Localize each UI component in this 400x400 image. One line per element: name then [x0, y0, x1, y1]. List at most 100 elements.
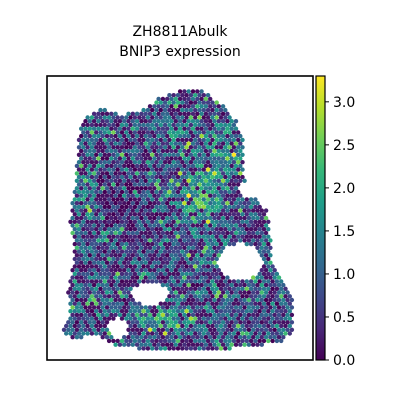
expression-spot — [242, 201, 247, 206]
expression-spot — [68, 323, 73, 329]
expression-spot — [210, 279, 215, 284]
expression-spot — [223, 234, 228, 239]
expression-spot — [167, 346, 172, 351]
expression-spot — [210, 174, 215, 180]
expression-spot — [102, 130, 108, 135]
expression-spot — [184, 93, 189, 98]
expression-spot — [208, 223, 213, 228]
expression-spot — [85, 160, 90, 165]
expression-spot — [203, 305, 209, 310]
expression-spot — [91, 133, 97, 139]
expression-spot — [193, 219, 198, 224]
expression-spot — [128, 152, 133, 157]
expression-spot — [218, 323, 224, 329]
expression-spot — [227, 212, 232, 217]
expression-spot — [186, 119, 191, 124]
expression-spot — [201, 212, 206, 217]
expression-spot — [248, 331, 254, 336]
expression-spot — [156, 186, 161, 191]
expression-spot — [171, 309, 176, 314]
expression-spot — [180, 271, 185, 277]
expression-spot — [89, 279, 95, 284]
expression-spot — [231, 219, 237, 224]
expression-spot — [220, 201, 226, 206]
expression-spot — [248, 219, 254, 224]
expression-spot — [98, 241, 103, 247]
expression-spot — [216, 290, 221, 295]
expression-spot — [83, 290, 88, 295]
expression-spot — [242, 290, 247, 295]
expression-spot — [106, 122, 112, 128]
expression-spot — [199, 141, 204, 146]
expression-spot — [177, 327, 183, 332]
expression-spot — [180, 152, 185, 157]
expression-spot — [203, 156, 209, 161]
expression-spot — [236, 189, 241, 195]
expression-spot — [175, 286, 181, 291]
expression-spot — [122, 260, 127, 265]
expression-spot — [74, 260, 80, 265]
expression-spot — [150, 137, 155, 143]
expression-spot — [104, 312, 110, 318]
expression-spot — [175, 122, 181, 128]
expression-spot — [193, 286, 198, 291]
expression-spot — [134, 119, 140, 124]
expression-spot — [141, 115, 146, 120]
expression-spot — [203, 111, 209, 117]
expression-spot — [165, 335, 170, 340]
expression-spot — [158, 182, 163, 187]
expression-spot — [167, 197, 172, 202]
expression-spot — [154, 241, 159, 247]
expression-spot — [173, 305, 178, 310]
expression-spot — [137, 197, 142, 202]
expression-spot — [106, 264, 112, 269]
expression-spot — [199, 171, 204, 176]
expression-spot — [199, 126, 204, 131]
expression-spot — [145, 256, 151, 262]
expression-spot — [272, 275, 277, 280]
expression-spot — [274, 331, 280, 336]
expression-spot — [115, 294, 120, 299]
expression-spot — [111, 174, 116, 180]
expression-spot — [175, 182, 181, 187]
expression-spot — [190, 275, 196, 280]
expression-spot — [229, 312, 234, 318]
expression-spot — [162, 323, 168, 329]
expression-spot — [261, 331, 267, 336]
expression-spot — [154, 182, 159, 187]
expression-spot — [167, 241, 172, 247]
expression-spot — [85, 316, 90, 321]
expression-spot — [175, 309, 181, 314]
expression-spot — [233, 148, 239, 154]
expression-spot — [195, 342, 200, 347]
expression-spot — [270, 279, 275, 284]
expression-spot — [201, 160, 206, 165]
expression-spot — [119, 249, 125, 254]
expression-spot — [96, 148, 101, 154]
expression-spot — [229, 171, 234, 176]
expression-spot — [85, 256, 90, 262]
expression-spot — [255, 275, 260, 280]
expression-spot — [210, 167, 215, 172]
expression-spot — [124, 212, 129, 217]
expression-spot — [177, 178, 183, 183]
expression-spot — [150, 279, 155, 284]
expression-spot — [218, 279, 224, 284]
expression-spot — [218, 346, 224, 351]
expression-spot — [203, 268, 209, 273]
expression-spot — [102, 174, 108, 180]
expression-spot — [150, 130, 155, 135]
expression-spot — [240, 331, 245, 336]
expression-spot — [74, 208, 80, 213]
expression-spot — [208, 290, 213, 295]
expression-spot — [276, 327, 282, 332]
expression-spot — [109, 156, 114, 161]
expression-spot — [182, 260, 187, 265]
expression-spot — [162, 100, 168, 105]
expression-spot — [184, 197, 189, 202]
expression-spot — [160, 312, 166, 318]
expression-spot — [124, 309, 129, 314]
expression-spot — [233, 342, 239, 347]
expression-spot — [216, 119, 221, 124]
expression-spot — [96, 141, 101, 146]
